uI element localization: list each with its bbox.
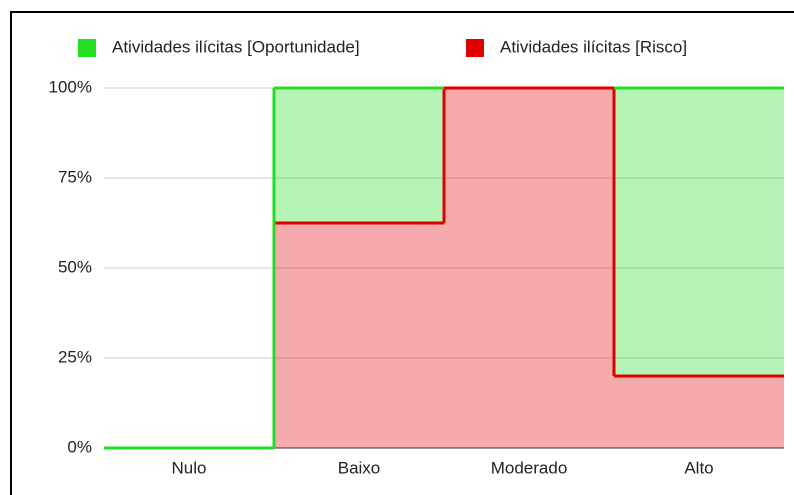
y-tick-label: 75% <box>58 167 92 186</box>
area-step <box>444 88 614 448</box>
legend-swatch <box>466 39 484 57</box>
x-tick-label: Alto <box>684 458 713 477</box>
y-tick-label: 25% <box>58 347 92 366</box>
y-tick-label: 50% <box>58 257 92 276</box>
area-step <box>274 223 444 448</box>
legend-swatch <box>78 39 96 57</box>
y-tick-label: 0% <box>67 437 92 456</box>
x-tick-label: Baixo <box>338 458 381 477</box>
area-step <box>614 376 784 448</box>
area-step <box>274 88 444 223</box>
area-step <box>614 88 784 376</box>
y-tick-label: 100% <box>49 77 92 96</box>
x-tick-label: Nulo <box>172 458 207 477</box>
legend-label: Atividades ilícitas [Risco] <box>500 37 687 56</box>
x-tick-label: Moderado <box>491 458 568 477</box>
frame <box>10 11 794 495</box>
legend-label: Atividades ilícitas [Oportunidade] <box>112 37 360 56</box>
